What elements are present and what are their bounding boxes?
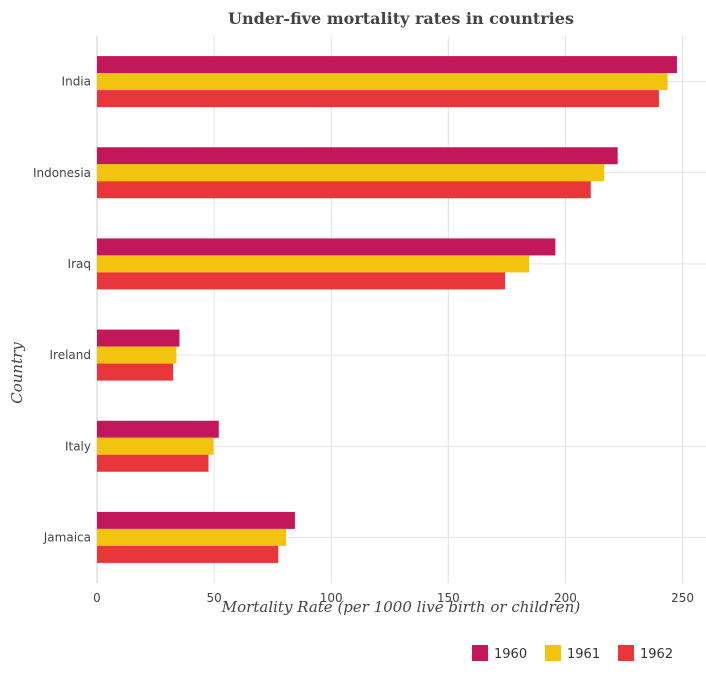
bar-jamaica-1962 [97,545,279,563]
x-tick-label: 150 [437,591,460,605]
x-tick-label: 100 [320,591,343,605]
y-axis-label: Country [8,342,26,404]
bar-india-1962 [97,90,659,108]
legend: 1960 1961 1962 [472,645,673,662]
bar-ireland-1962 [97,363,174,381]
tick-labels: 0 50 100 150 200 250 India Indonesia Iraq Ireland… [33,75,694,605]
x-axis-label: Mortality Rate (per 1000 live birth or c… [221,598,581,616]
legend-label-1960: 1960 [494,647,527,662]
grid [96,36,706,583]
y-tick-label: Indonesia [33,166,91,180]
y-tick-label: Ireland [49,348,91,362]
bar-indonesia-1962 [97,181,591,199]
bar-iraq-1961 [97,255,530,273]
bar-indonesia-1961 [97,164,605,182]
bar-italy-1960 [97,420,219,438]
bars [97,56,677,563]
bar-iraq-1962 [97,272,506,290]
y-tick-label: India [62,75,91,89]
chart-title: Under-five mortality rates in countries [228,9,574,28]
bar-jamaica-1960 [97,511,295,529]
bar-indonesia-1960 [97,147,618,165]
bar-india-1960 [97,56,677,74]
legend-label-1961: 1961 [567,647,600,662]
x-tick-label: 200 [554,591,577,605]
bar-italy-1962 [97,454,209,472]
x-tick-label: 50 [206,591,221,605]
x-tick-label: 250 [671,591,694,605]
bar-ireland-1961 [97,346,177,364]
x-tick-label: 0 [93,591,101,605]
bar-jamaica-1961 [97,528,287,546]
bar-ireland-1960 [97,329,180,347]
legend-swatch-1962 [618,645,634,661]
bar-india-1961 [97,73,668,91]
bar-italy-1961 [97,437,214,455]
y-tick-label: Jamaica [43,530,91,544]
y-tick-label: Italy [65,439,91,453]
legend-swatch-1960 [472,645,488,661]
bar-iraq-1960 [97,238,556,256]
y-tick-label: Iraq [68,257,91,271]
legend-swatch-1961 [545,645,561,661]
legend-label-1962: 1962 [640,647,673,662]
